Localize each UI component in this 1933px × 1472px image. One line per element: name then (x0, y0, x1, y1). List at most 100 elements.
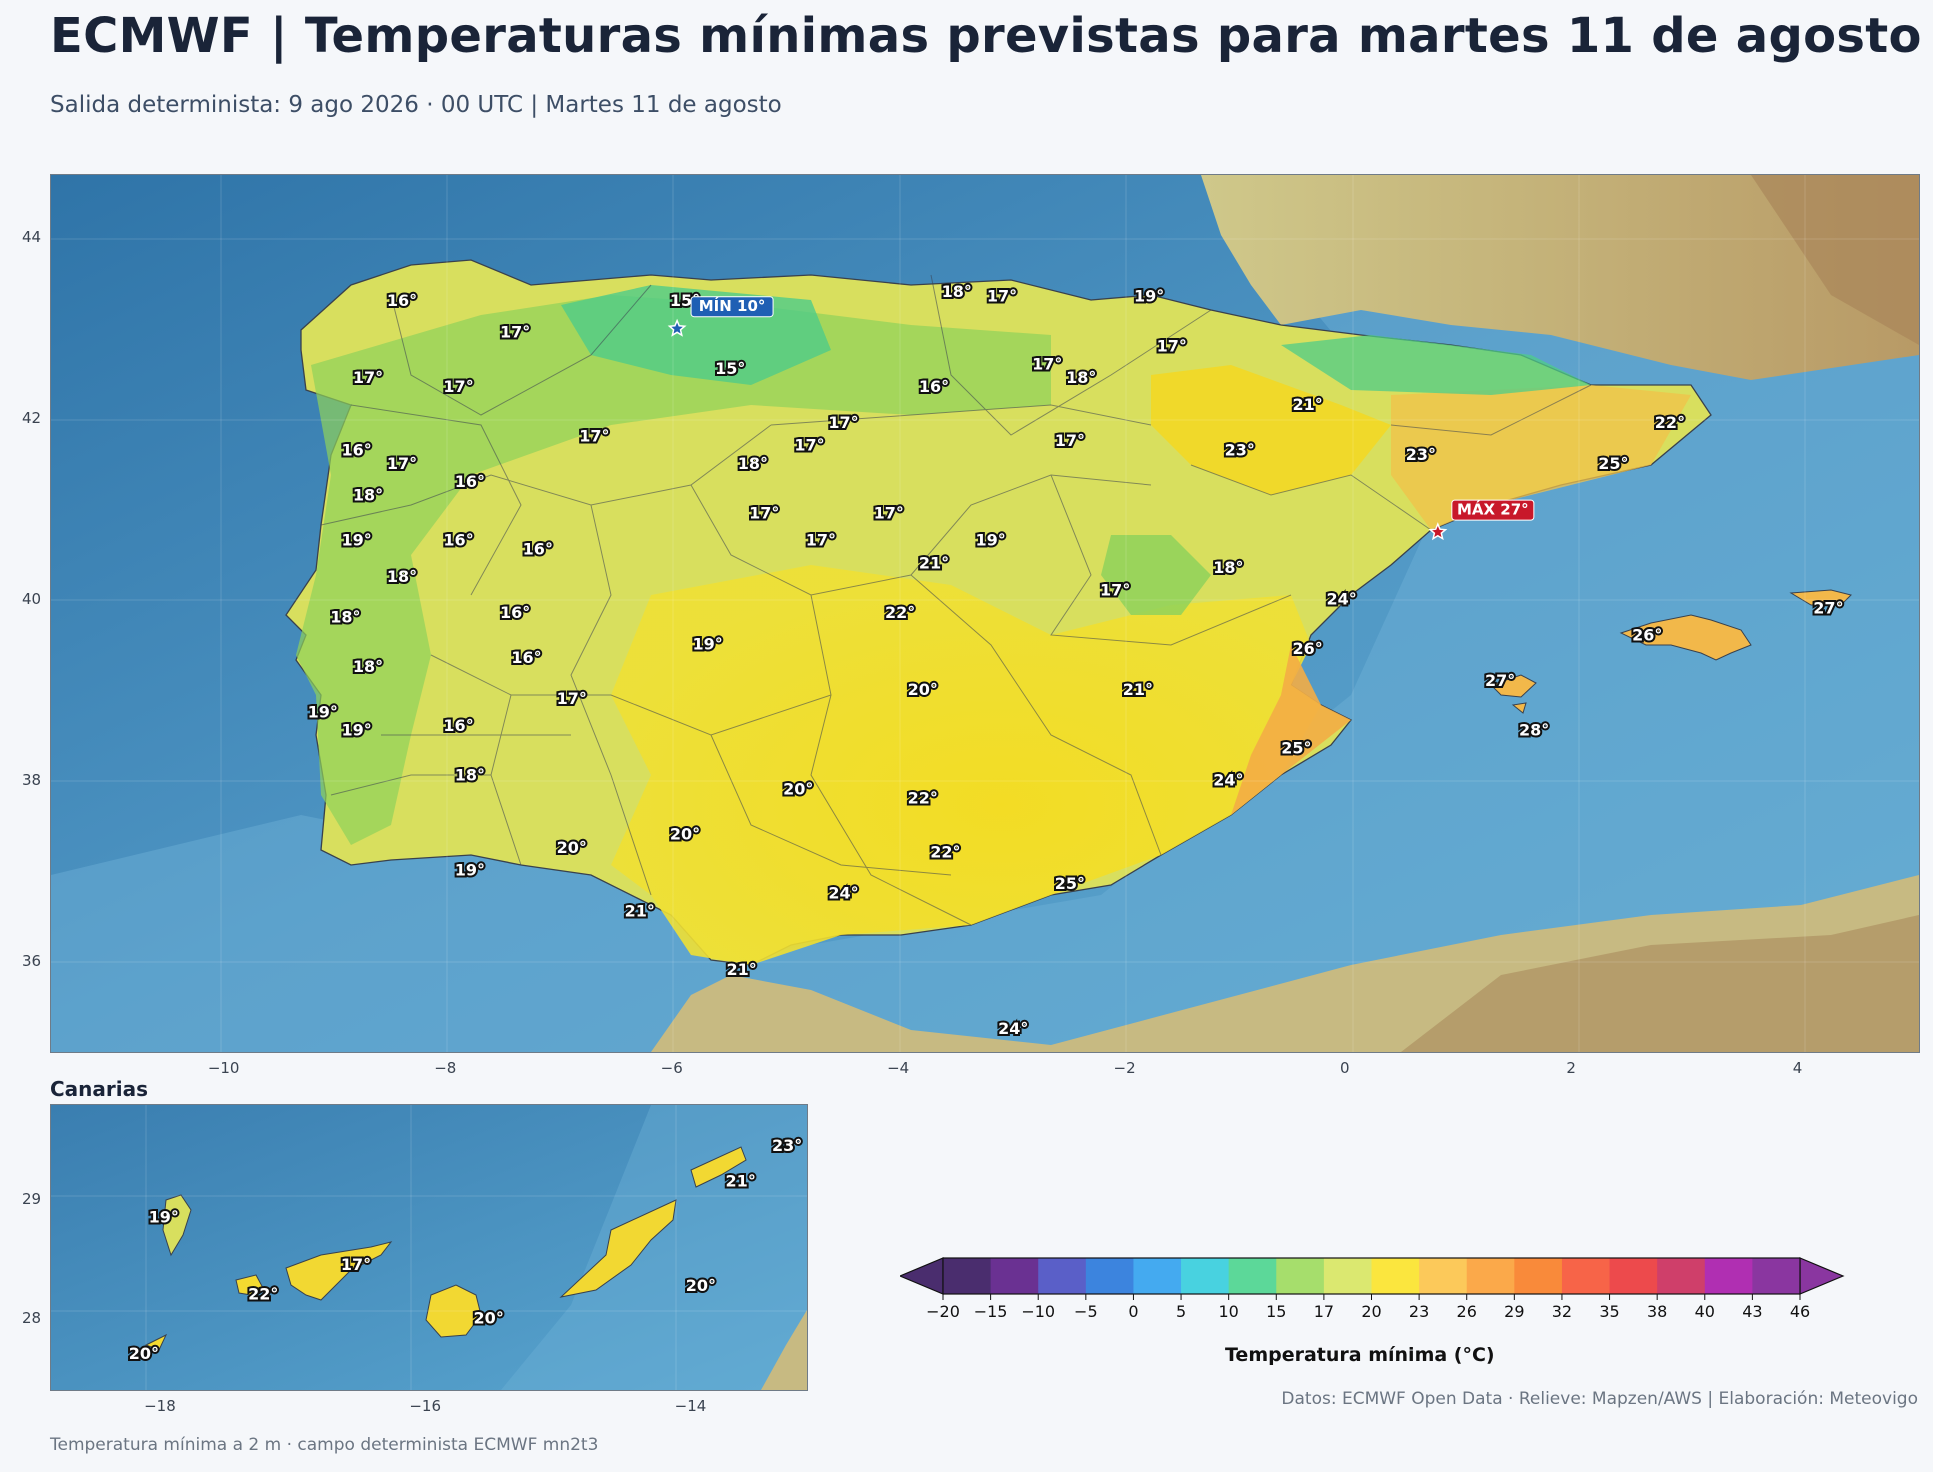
main-map[interactable]: 16° 17° 15° 15° 18° 17° 19° 17° 17° 17° 16° 17° 18° 2… (50, 174, 1920, 1053)
temperature-label: 17° (353, 368, 383, 387)
colorbar-segment (1038, 1258, 1087, 1294)
x-tick-label: −6 (660, 1059, 683, 1077)
temperature-label: 17° (828, 413, 858, 432)
temperature-label: 17° (443, 377, 473, 396)
temperature-label: 25° (1598, 454, 1628, 473)
temperature-label: 20° (474, 1308, 504, 1327)
colorbar-tick-label: 0 (1128, 1302, 1138, 1321)
colorbar-label: Temperatura mínima (°C) (1225, 1344, 1495, 1366)
alps-terrain (1751, 175, 1919, 345)
colorbar-tick-label: 26 (1457, 1302, 1477, 1321)
colorbar-tick-label: 35 (1599, 1302, 1619, 1321)
temperature-label: 20° (670, 825, 700, 844)
canarias-title: Canarias (50, 1077, 149, 1101)
formentera-land (1511, 702, 1527, 714)
temperature-label: 19° (342, 721, 372, 740)
atlas-terrain (1401, 915, 1919, 1052)
temperature-label: 20° (783, 779, 813, 798)
temperature-label: 18° (738, 454, 768, 473)
colorbar-segment (990, 1258, 1039, 1294)
colorbar-segment (1752, 1258, 1801, 1294)
zone-hot-catalonia (1391, 385, 1691, 530)
temperature-label: 25° (1281, 739, 1311, 758)
canarias-temperature-labels: 19° 22° 17° 20° 20° 21° 23° 20° (127, 1134, 805, 1365)
min-label-box (690, 296, 774, 318)
temperature-label: 23° (1406, 445, 1436, 464)
min-label: MÍN 10° (699, 296, 766, 315)
canarias-shelf (501, 1105, 807, 1390)
colorbar-segment (943, 1258, 992, 1294)
y-tick-label: 36 (22, 951, 42, 970)
temperature-label: 18° (1066, 368, 1096, 387)
footnote-text: Temperatura mínima a 2 m · campo determi… (50, 1435, 599, 1455)
temperature-label: 21° (1123, 680, 1153, 699)
canarias-map[interactable]: 19° 22° 17° 20° 20° 21° 23° 20° (50, 1104, 808, 1391)
x-tick-label: −2 (1113, 1059, 1136, 1077)
colorbar-tick-label: 15 (1266, 1302, 1286, 1321)
y-tick-label: 44 (22, 228, 42, 247)
extreme-markers: MÍN 10° MÁX 27° (667, 296, 1535, 541)
temperature-label: 24° (828, 883, 858, 902)
temperature-label: 16° (443, 531, 473, 550)
temperature-label: 21° (1293, 395, 1323, 414)
temperature-label: 21° (625, 901, 655, 920)
temperature-label: 20° (686, 1276, 716, 1295)
temperature-label: 16° (443, 716, 473, 735)
temperature-label: 19° (308, 702, 338, 721)
temperature-label: 17° (1100, 580, 1130, 599)
x-tick-label: 0 (1339, 1059, 1350, 1077)
temperature-label: 22° (1655, 413, 1685, 432)
temperature-label: 21° (726, 960, 756, 979)
temperature-label: 17° (387, 454, 417, 473)
temperature-labels: 16°17°15°15°18° 17° 19°17°17° 17° 16°17°18°2… (306, 280, 1846, 1040)
tenerife-land (285, 1241, 393, 1301)
canarias-graticule (51, 1105, 807, 1390)
temperature-label: 21° (726, 1172, 756, 1191)
page-title: ECMWF | Temperaturas mínimas previstas p… (50, 8, 1922, 64)
colorbar-extend-high (1799, 1257, 1845, 1295)
colorbar-segment (1133, 1258, 1182, 1294)
temperature-label: 20° (557, 838, 587, 857)
temperature-label: 26° (1632, 626, 1662, 645)
max-label: MÁX 27° (1457, 500, 1529, 519)
colorbar-segment (1419, 1258, 1468, 1294)
temperature-label: 18° (353, 485, 383, 504)
colorbar-segment (1609, 1258, 1658, 1294)
temperature-label: 17° (794, 436, 824, 455)
colorbar-extend-low (898, 1257, 944, 1295)
temperature-label: 19° (149, 1207, 179, 1226)
africa-coast-terrain (761, 1310, 807, 1390)
colorbar-tick-label: 43 (1742, 1302, 1762, 1321)
temperature-label: 28° (1519, 721, 1549, 740)
temperature-label: 15° (715, 359, 745, 378)
x-tick-label: −8 (434, 1059, 457, 1077)
zone-warm-south (611, 565, 1321, 965)
temperature-label: 22° (885, 603, 915, 622)
colorbar-segment (1228, 1258, 1277, 1294)
max-label-box (1451, 499, 1535, 521)
colorbar-tick-label: 10 (1218, 1302, 1238, 1321)
colorbar-segment (1371, 1258, 1420, 1294)
zone-cold-pyrenees (1281, 335, 1591, 395)
temperature-label: 17° (341, 1255, 371, 1274)
temperature-label: 16° (500, 603, 530, 622)
france-terrain (1201, 175, 1919, 380)
canarias-sea (51, 1105, 807, 1390)
x-tick-label: −14 (674, 1397, 707, 1415)
temperature-label: 19° (1134, 287, 1164, 306)
colorbar-tick-label: −15 (974, 1302, 1008, 1321)
temperature-label: 20° (908, 680, 938, 699)
colorbar-segment (1657, 1258, 1706, 1294)
zone-hot-coast (1231, 645, 1351, 815)
temperature-label: 18° (455, 766, 485, 785)
temperature-label: 23° (772, 1136, 802, 1155)
colorbar-tick-label: 23 (1409, 1302, 1429, 1321)
graticule (51, 175, 1919, 1052)
temperature-label: 19° (455, 861, 485, 880)
colorbar-tick-label: −20 (926, 1302, 960, 1321)
temperature-label: 20° (129, 1344, 159, 1363)
temperature-label: 17° (579, 427, 609, 446)
temperature-label: 17° (1032, 354, 1062, 373)
temperature-label: 26° (1293, 639, 1323, 658)
temperature-label: 27° (1813, 598, 1843, 617)
